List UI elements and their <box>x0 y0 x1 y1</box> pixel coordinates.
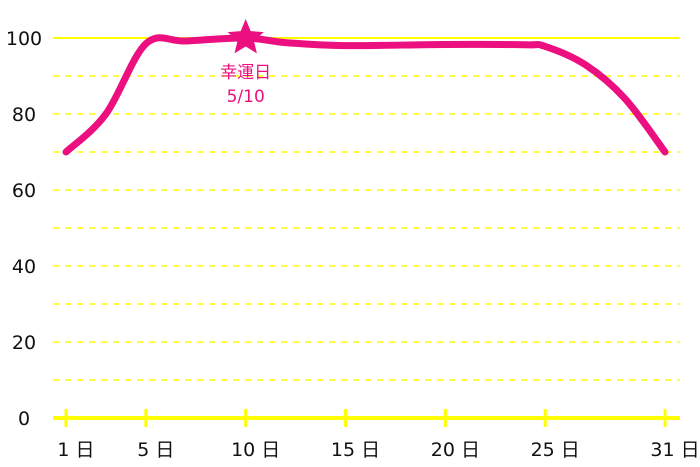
y-tick-label: 0 <box>18 408 30 430</box>
x-tick-label: 25 日 <box>531 439 580 461</box>
star-icon <box>227 19 264 54</box>
x-tick-label: 1 日 <box>57 439 94 461</box>
y-tick-label: 20 <box>12 332 36 354</box>
y-tick-label: 80 <box>12 104 36 126</box>
gridlines <box>53 37 680 381</box>
y-tick-label: 40 <box>12 256 36 278</box>
x-tick-label: 10 日 <box>231 439 280 461</box>
y-axis-labels: 0 20 40 60 80 100 <box>6 28 42 430</box>
series-lines <box>62 34 669 156</box>
x-axis-labels: 1 日 5 日 10 日 15 日 20 日 25 日 31 日 <box>57 439 699 461</box>
y-tick-label: 60 <box>12 180 36 202</box>
annotation-label: 幸運日 <box>220 63 271 83</box>
x-tick-label: 31 日 <box>650 439 699 461</box>
x-tick-label: 15 日 <box>331 439 380 461</box>
annotations: 幸運日 5/10 <box>220 19 271 107</box>
x-tick-label: 5 日 <box>137 439 174 461</box>
series-line <box>62 34 669 156</box>
annotation-date: 5/10 <box>227 87 265 107</box>
y-tick-label: 100 <box>6 28 42 50</box>
x-axis <box>53 409 680 427</box>
x-tick-label: 20 日 <box>431 439 480 461</box>
